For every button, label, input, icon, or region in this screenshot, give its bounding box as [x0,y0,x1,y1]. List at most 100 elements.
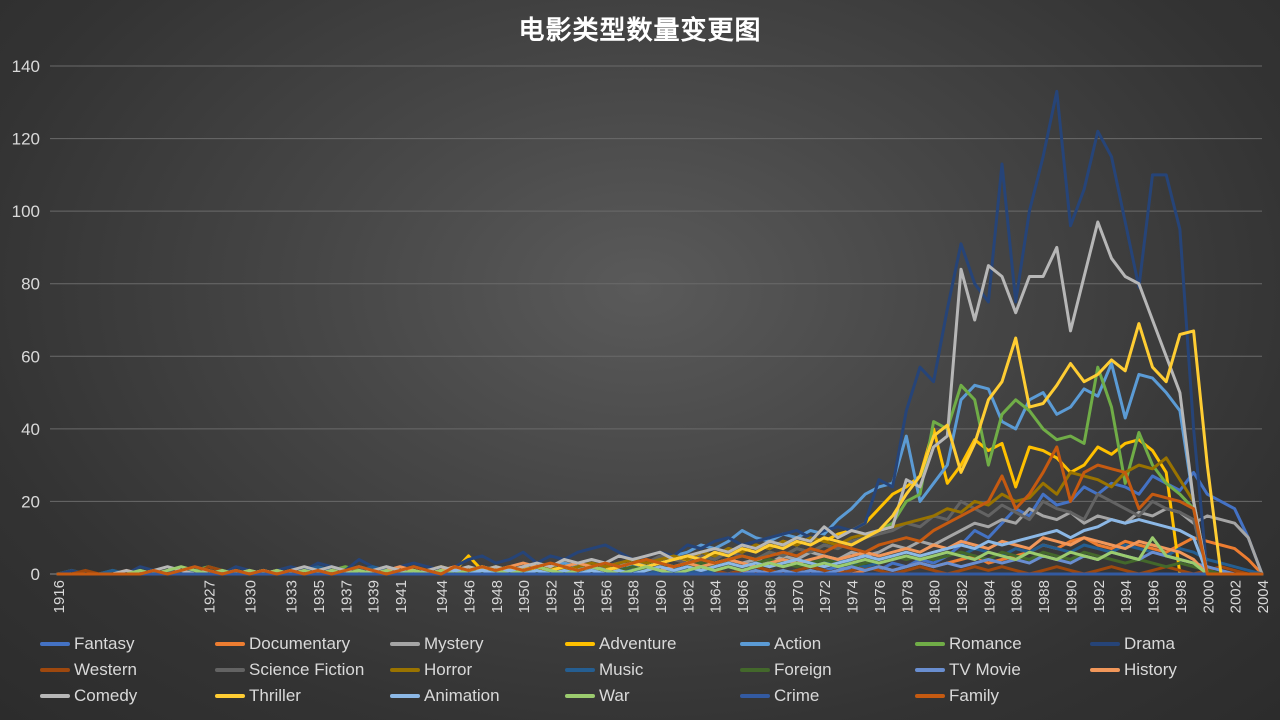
series-line-action [56,362,1264,576]
series-line-family [56,445,1264,576]
legend-item: Thriller [215,684,390,708]
legend-label: Music [599,660,644,679]
legend-item: Music [565,658,740,682]
x-tick-label: 1970 [790,580,807,613]
legend-swatch [740,642,770,646]
x-tick-label: 1984 [981,580,998,613]
legend-swatch [40,668,70,672]
x-tick-label: 1980 [927,580,944,613]
x-tick-label: 1935 [311,580,328,613]
x-tick-label: 1966 [735,580,752,613]
legend-swatch [740,694,770,698]
y-tick-label: 20 [21,492,40,511]
legend-item: Science Fiction [215,658,390,682]
legend-swatch [215,668,245,672]
legend-label: Comedy [74,686,138,705]
legend-item: Action [740,632,915,656]
x-tick-label: 1992 [1091,580,1108,613]
series-lines [56,89,1264,576]
x-tick-label: 1986 [1009,580,1026,613]
legend-swatch [215,642,245,646]
legend-item: Comedy [40,684,215,708]
series-line-thriller [56,322,1264,576]
x-tick-label: 1990 [1063,580,1080,613]
x-tick-label: 1944 [434,580,451,613]
legend-label: War [599,686,630,705]
x-tick-label: 2000 [1200,580,1217,613]
legend-label: Animation [424,686,500,705]
x-tick-label: 1994 [1118,580,1135,613]
y-tick-label: 80 [21,275,40,294]
y-tick-label: 40 [21,420,40,439]
legend-swatch [565,642,595,646]
x-tick-label: 1937 [338,580,355,613]
y-tick-label: 120 [12,130,40,149]
x-axis-ticks: 1916 1927 1930 1933 1935 1937 1939 1941 1944 1946… [51,580,1272,613]
legend-label: TV Movie [949,660,1021,679]
legend-swatch [390,668,420,672]
x-tick-label: 1974 [845,580,862,613]
x-tick-label: 2004 [1255,580,1272,613]
legend-swatch [915,642,945,646]
x-tick-label: 1952 [544,580,561,613]
y-tick-label: 140 [12,57,40,76]
x-tick-label: 1982 [954,580,971,613]
legend-label: Foreign [774,660,832,679]
x-tick-label: 1960 [653,580,670,613]
legend-swatch [915,694,945,698]
legend-item: Foreign [740,658,915,682]
y-axis-ticks: 0 20 40 60 80 100 120 140 [12,57,40,584]
legend: Fantasy Documentary Mystery Adventure Action… [40,632,1270,708]
x-tick-label: 1939 [366,580,383,613]
series-line-romance [56,365,1264,576]
x-tick-label: 1930 [243,580,260,613]
legend-item: Adventure [565,632,740,656]
legend-swatch [390,642,420,646]
legend-item: Animation [390,684,565,708]
legend-label: Science Fiction [249,660,365,679]
x-tick-label: 1946 [461,580,478,613]
legend-label: Adventure [599,634,677,653]
legend-label: Fantasy [74,634,135,653]
legend-swatch [390,694,420,698]
legend-item: Fantasy [40,632,215,656]
legend-label: Mystery [424,634,484,653]
x-tick-label: 1941 [393,580,410,613]
legend-item: History [1090,658,1265,682]
y-tick-label: 100 [12,202,40,221]
legend-item: Crime [740,684,915,708]
legend-label: Documentary [249,634,351,653]
legend-label: Western [74,660,137,679]
x-tick-label: 1933 [284,580,301,613]
legend-label: Action [774,634,822,653]
x-tick-label: 1996 [1146,580,1163,613]
y-tick-label: 0 [31,565,40,584]
legend-swatch [40,694,70,698]
x-tick-label: 1964 [708,580,725,613]
y-tick-label: 60 [21,347,40,366]
x-tick-label: 1927 [202,580,219,613]
legend-item: Drama [1090,632,1265,656]
legend-item: TV Movie [915,658,1090,682]
x-tick-label: 1976 [872,580,889,613]
x-tick-label: 1916 [51,580,68,613]
legend-item: Documentary [215,632,390,656]
legend-item: Family [915,684,1090,708]
legend-label: Family [949,686,1000,705]
legend-swatch [1090,668,1120,672]
legend-label: Crime [774,686,820,705]
legend-item: War [565,684,740,708]
x-tick-label: 1978 [899,580,916,613]
x-tick-label: 1958 [626,580,643,613]
x-tick-label: 1948 [489,580,506,613]
legend-swatch [565,694,595,698]
legend-label: Romance [949,634,1022,653]
legend-swatch [915,668,945,672]
grid-lines [50,65,1262,575]
x-tick-label: 1962 [680,580,697,613]
legend-label: Drama [1124,634,1176,653]
x-tick-label: 1954 [571,580,588,613]
legend-label: History [1124,660,1177,679]
legend-swatch [40,642,70,646]
